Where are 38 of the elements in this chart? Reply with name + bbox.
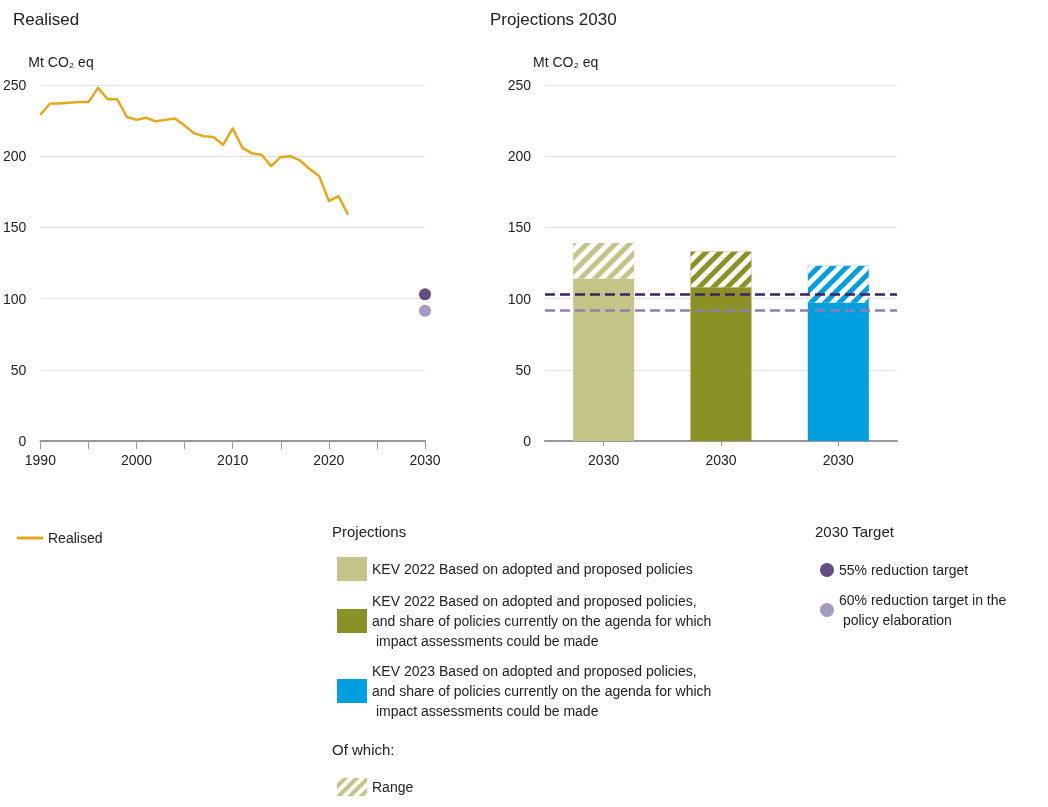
y-tick-label: 0: [18, 433, 27, 449]
y-tick-label: 200: [3, 148, 27, 165]
y-tick-label: 150: [507, 219, 532, 236]
x-tick-label: 2030: [588, 452, 620, 468]
y-tick-label: 150: [3, 219, 27, 236]
y-axis-title: Mt CO₂ eq: [533, 54, 599, 70]
legend-label: KEV 2022 Based on adopted and proposed policies, and share of policies currently on the agenda for which impact assessments could be made: [372, 593, 712, 649]
y-tick-label: 100: [507, 290, 532, 307]
x-tick-label: 2030: [409, 452, 441, 468]
y-tick-label: 50: [10, 361, 27, 378]
x-tick-label: 2010: [217, 452, 249, 468]
legend-label: Range: [372, 779, 414, 795]
bar: [573, 278, 635, 441]
y-tick-label: 0: [523, 433, 532, 449]
line-series: [39, 86, 350, 216]
bar: [690, 287, 752, 441]
legend-label: KEV 2023 Based on adopted and proposed policies, and share of policies currently on the agenda for which impact assessments could be made: [372, 663, 712, 719]
y-tick-label: 250: [507, 77, 532, 93]
x-tick-label: 2030: [705, 452, 737, 468]
legend-title: Projections: [332, 523, 407, 540]
legend-title: 2030 Target: [815, 523, 895, 540]
x-tick-label: 2020: [313, 452, 345, 468]
x-tick-label: 2030: [822, 452, 855, 468]
legend-label: Realised: [48, 530, 103, 546]
y-tick-label: 50: [515, 361, 532, 378]
legend-label: 60% reduction target in the policy elaboration: [839, 592, 1007, 628]
y-tick-label: 200: [507, 148, 532, 165]
bar: [807, 302, 869, 441]
legend-label: 55% reduction target: [839, 562, 969, 578]
y-axis-title: Mt CO₂ eq: [28, 54, 94, 70]
y-tick-label: 100: [3, 290, 27, 307]
chart-title: Projections 2030: [490, 10, 617, 29]
y-tick-label: 250: [3, 77, 27, 93]
legend-label: KEV 2022 Based on adopted and proposed policies: [372, 561, 693, 577]
text: Of which:: [332, 741, 395, 758]
x-tick-label: 1990: [24, 452, 57, 468]
chart-title: Realised: [13, 10, 80, 29]
x-tick-label: 2000: [120, 452, 153, 468]
